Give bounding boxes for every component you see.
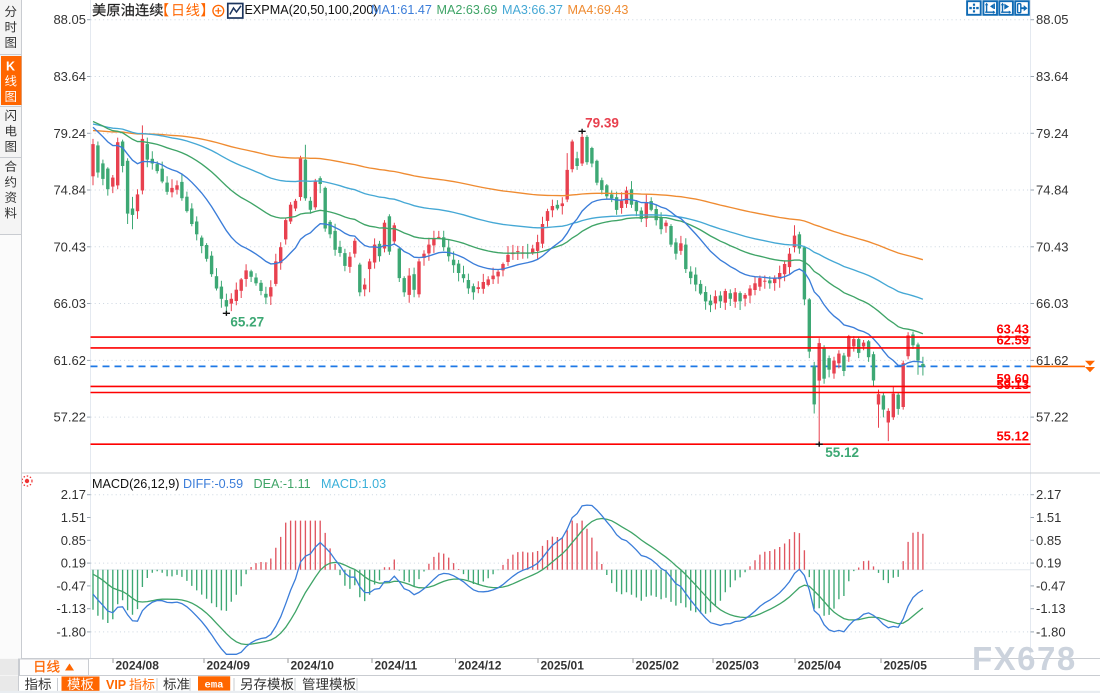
svg-text:1.51: 1.51 [61, 510, 86, 525]
svg-text:79.39: 79.39 [585, 115, 619, 130]
svg-text:K: K [6, 60, 15, 74]
svg-text:63.43: 63.43 [996, 322, 1029, 337]
svg-text:MA4:69.43: MA4:69.43 [568, 3, 629, 17]
svg-text:-0.47: -0.47 [1036, 578, 1066, 593]
svg-text:-0.47: -0.47 [56, 578, 86, 593]
svg-text:0.85: 0.85 [1036, 533, 1061, 548]
svg-text:2.17: 2.17 [1036, 487, 1061, 502]
svg-text:2025/05: 2025/05 [884, 659, 928, 673]
svg-text:DEA:-1.11: DEA:-1.11 [254, 477, 311, 491]
svg-text:-1.13: -1.13 [1036, 601, 1066, 616]
svg-text:-1.80: -1.80 [1036, 624, 1066, 639]
svg-text:57.22: 57.22 [53, 410, 86, 425]
svg-text:2025/02: 2025/02 [636, 659, 680, 673]
svg-text:83.64: 83.64 [1036, 69, 1069, 84]
svg-text:-1.80: -1.80 [56, 624, 86, 639]
svg-text:-1.13: -1.13 [56, 601, 86, 616]
svg-text:MACD:1.03: MACD:1.03 [321, 477, 386, 491]
svg-text:ema: ema [205, 679, 225, 691]
svg-text:66.03: 66.03 [53, 296, 86, 311]
svg-text:2024/08: 2024/08 [116, 659, 160, 673]
svg-text:MA1:61.47: MA1:61.47 [371, 3, 432, 17]
svg-text:MA3:66.37: MA3:66.37 [502, 3, 563, 17]
svg-text:1.51: 1.51 [1036, 510, 1061, 525]
svg-text:55.12: 55.12 [996, 429, 1029, 444]
svg-text:88.05: 88.05 [53, 12, 86, 27]
svg-text:2024/11: 2024/11 [375, 659, 418, 673]
svg-text:2025/01: 2025/01 [541, 659, 585, 673]
svg-text:61.62: 61.62 [53, 353, 86, 368]
svg-text:2024/12: 2024/12 [458, 659, 502, 673]
svg-text:74.84: 74.84 [53, 183, 86, 198]
svg-text:EXPMA(20,50,100,200): EXPMA(20,50,100,200) [245, 3, 378, 17]
svg-text:70.43: 70.43 [1036, 239, 1069, 254]
svg-text:83.64: 83.64 [53, 69, 86, 84]
svg-text:MA2:63.69: MA2:63.69 [437, 3, 498, 17]
svg-text:2024/10: 2024/10 [291, 659, 335, 673]
svg-text:0.19: 0.19 [61, 556, 86, 571]
svg-text:2024/09: 2024/09 [207, 659, 251, 673]
svg-text:0.85: 0.85 [61, 533, 86, 548]
svg-text:62.59: 62.59 [996, 332, 1029, 347]
svg-text:57.22: 57.22 [1036, 410, 1069, 425]
svg-text:59.60: 59.60 [996, 371, 1029, 386]
svg-text:MACD(26,12,9): MACD(26,12,9) [92, 477, 180, 491]
svg-text:2025/04: 2025/04 [798, 659, 842, 673]
svg-text:55.12: 55.12 [825, 445, 859, 460]
svg-text:FX678: FX678 [972, 640, 1077, 677]
svg-text:74.84: 74.84 [1036, 183, 1069, 198]
svg-text:59.13: 59.13 [996, 377, 1029, 392]
svg-text:0.19: 0.19 [1036, 556, 1061, 571]
svg-text:VIP: VIP [106, 678, 126, 692]
svg-text:79.24: 79.24 [1036, 126, 1069, 141]
svg-text:2025/03: 2025/03 [716, 659, 760, 673]
svg-text:65.27: 65.27 [230, 314, 264, 329]
svg-text:66.03: 66.03 [1036, 296, 1069, 311]
svg-text:61.62: 61.62 [1036, 353, 1069, 368]
svg-text:79.24: 79.24 [53, 126, 86, 141]
svg-text:DIFF:-0.59: DIFF:-0.59 [183, 477, 243, 491]
svg-text:2.17: 2.17 [61, 487, 86, 502]
svg-text:88.05: 88.05 [1036, 12, 1069, 27]
svg-text:70.43: 70.43 [53, 239, 86, 254]
